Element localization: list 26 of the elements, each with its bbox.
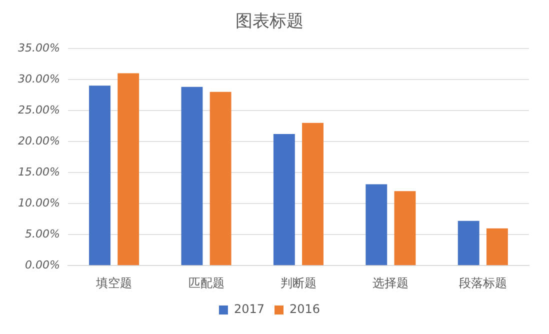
y-tick-label: 15.00% [18,165,60,178]
y-tick-label: 0.00% [24,258,60,272]
legend-label: 2017 [234,302,265,316]
legend-label: 2016 [290,302,320,316]
x-tick-label: 判断题 [280,276,316,290]
bar [486,228,508,266]
bar [273,134,295,266]
bar [394,191,416,266]
y-tick-label: 35.00% [18,41,60,54]
bar [118,73,140,266]
chart-title: 图表标题 [236,12,304,32]
x-tick-label: 段落标题 [458,276,507,290]
x-tick-label: 匹配题 [188,276,224,290]
bar [458,220,480,266]
y-tick-label: 30.00% [18,72,60,86]
y-tick-label: 20.00% [18,134,60,148]
y-tick-label: 25.00% [18,103,60,116]
bar [302,122,324,266]
y-tick-label: 5.00% [24,227,60,240]
bar [366,184,388,266]
y-tick-label: 10.00% [18,196,60,210]
bar [181,86,203,266]
x-tick-label: 选择题 [372,276,409,290]
bar [89,86,110,266]
x-tick-label: 填空题 [95,276,132,290]
bar [210,92,232,266]
